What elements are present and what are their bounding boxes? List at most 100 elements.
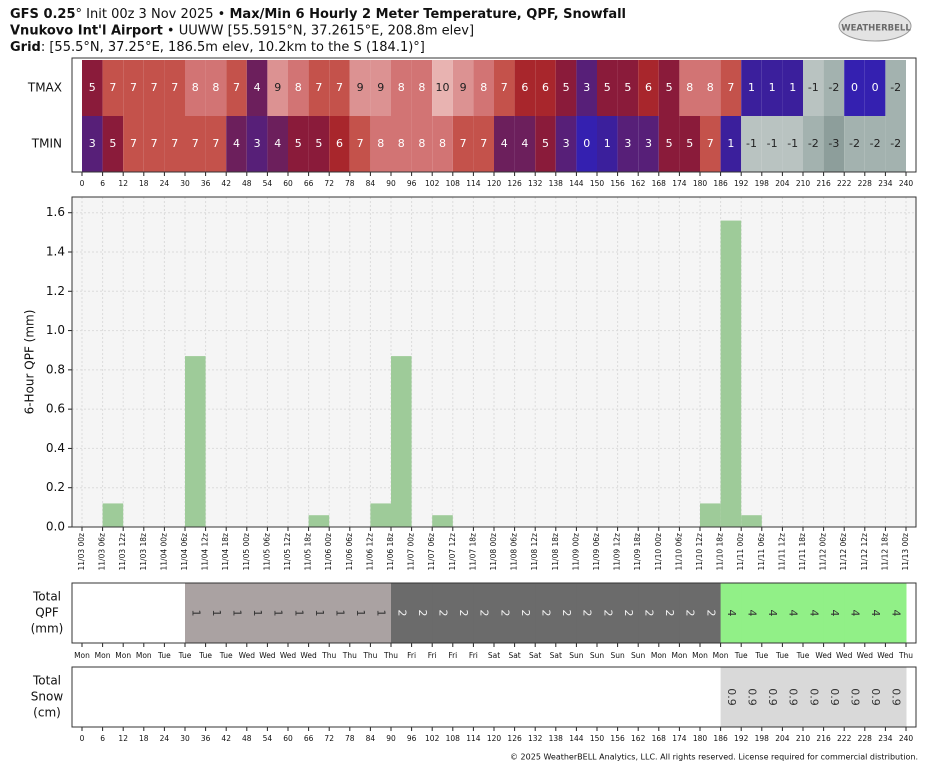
bar — [391, 356, 412, 527]
y-axis-title: (cm) — [33, 706, 61, 720]
temp-label: 9 — [377, 81, 384, 94]
total-cell — [597, 583, 619, 643]
x-tick-label: 11/09 00z — [571, 533, 580, 571]
temp-cell — [164, 116, 185, 172]
temp-label: 7 — [151, 81, 158, 94]
temp-cell — [803, 116, 824, 172]
temp-cell — [452, 60, 474, 116]
temp-label: 7 — [171, 81, 178, 94]
x-tick-label: 210 — [796, 179, 811, 188]
x-tick-label: Thu — [342, 651, 357, 660]
bar — [741, 515, 762, 527]
temp-cell — [803, 60, 824, 116]
total-cell — [823, 667, 845, 727]
x-tick-label: 72 — [324, 179, 334, 188]
temp-cell — [597, 60, 618, 116]
total-label: 4 — [787, 610, 800, 617]
x-tick-label: 234 — [878, 179, 893, 188]
x-tick-label: 90 — [386, 734, 396, 743]
temp-label: 7 — [171, 137, 178, 150]
x-tick-label: Mon — [671, 651, 687, 660]
temp-cell — [741, 116, 762, 172]
y-tick-label: 1.4 — [46, 245, 65, 259]
temp-cell — [82, 116, 103, 172]
total-cell — [720, 583, 742, 643]
x-tick-label: 11/13 00z — [901, 533, 910, 571]
total-cell — [658, 583, 680, 643]
x-tick-label: Tue — [734, 651, 748, 660]
y-tick-label: 0.4 — [46, 441, 65, 455]
temp-cell — [844, 60, 865, 116]
total-label: 2 — [437, 610, 450, 617]
header-line: Grid: [55.5°N, 37.25°E, 186.5m elev, 10.… — [10, 40, 425, 55]
x-tick-label: 11/05 06z — [262, 533, 271, 571]
x-tick-label: 11/06 00z — [324, 533, 333, 571]
temp-label: 1 — [769, 81, 776, 94]
total-label: 4 — [890, 610, 903, 617]
total-label: 2 — [684, 610, 697, 617]
temp-cell — [864, 60, 886, 116]
x-tick-label: 240 — [899, 734, 914, 743]
temp-cell — [494, 116, 515, 172]
temp-label: 0 — [872, 81, 879, 94]
temp-label: 8 — [192, 81, 199, 94]
x-tick-label: 198 — [755, 179, 770, 188]
temp-label: 6 — [645, 81, 652, 94]
temp-label: 1 — [789, 81, 796, 94]
x-tick-label: 138 — [549, 179, 564, 188]
x-tick-label: 66 — [304, 734, 314, 743]
x-tick-label: Mon — [651, 651, 667, 660]
logo-badge — [838, 10, 912, 42]
x-tick-label: 228 — [858, 179, 873, 188]
temp-label: 8 — [295, 81, 302, 94]
total-label: 2 — [581, 610, 594, 617]
x-tick-label: 186 — [713, 179, 728, 188]
x-tick-label: Tue — [178, 651, 192, 660]
x-tick-label: 11/06 06z — [345, 533, 354, 571]
x-tick-label: 114 — [466, 179, 481, 188]
temp-cell — [205, 116, 227, 172]
x-tick-label: Mon — [692, 651, 708, 660]
x-tick-label: Sat — [529, 651, 541, 660]
x-tick-label: Mon — [136, 651, 152, 660]
temp-label: -2 — [828, 81, 839, 94]
y-tick-label: 1.6 — [46, 205, 65, 219]
temp-label: 6 — [542, 81, 549, 94]
x-tick-label: Wed — [836, 651, 853, 660]
x-tick-label: 11/08 00z — [489, 533, 498, 571]
temp-cell — [494, 60, 515, 116]
temp-cell — [288, 60, 309, 116]
header-text: Vnukovo Int'l Airport — [10, 23, 163, 38]
bar — [102, 503, 124, 527]
header-text: : [55.5°N, 37.25°E, 186.5m elev, 10.2km … — [41, 40, 425, 55]
x-tick-label: 11/12 06z — [839, 533, 848, 571]
temp-label: 7 — [130, 81, 137, 94]
temp-cell — [411, 116, 433, 172]
total-cell — [432, 583, 454, 643]
temp-cell — [288, 116, 309, 172]
temp-label: 8 — [686, 81, 693, 94]
temp-label: -3 — [828, 137, 839, 150]
total-cell — [741, 667, 763, 727]
total-cell — [864, 583, 886, 643]
temp-label: 4 — [521, 137, 528, 150]
temp-label: 5 — [666, 137, 673, 150]
x-tick-label: Fri — [428, 651, 437, 660]
temp-cell — [246, 60, 268, 116]
total-label: 2 — [457, 610, 470, 617]
temp-label: 3 — [254, 137, 261, 150]
x-tick-label: 48 — [242, 734, 252, 743]
x-tick-label: 11/04 18z — [221, 533, 230, 571]
total-cell — [514, 583, 536, 643]
total-cell — [473, 583, 495, 643]
x-tick-label: Fri — [407, 651, 416, 660]
total-label: 2 — [498, 610, 511, 617]
temp-label: 7 — [130, 137, 137, 150]
temp-cell — [205, 60, 227, 116]
x-tick-label: 11/05 00z — [242, 533, 251, 571]
x-tick-label: 11/12 00z — [819, 533, 828, 571]
temp-cell — [700, 60, 721, 116]
x-tick-label: Sat — [488, 651, 500, 660]
total-cell — [535, 583, 557, 643]
total-cell — [844, 667, 866, 727]
